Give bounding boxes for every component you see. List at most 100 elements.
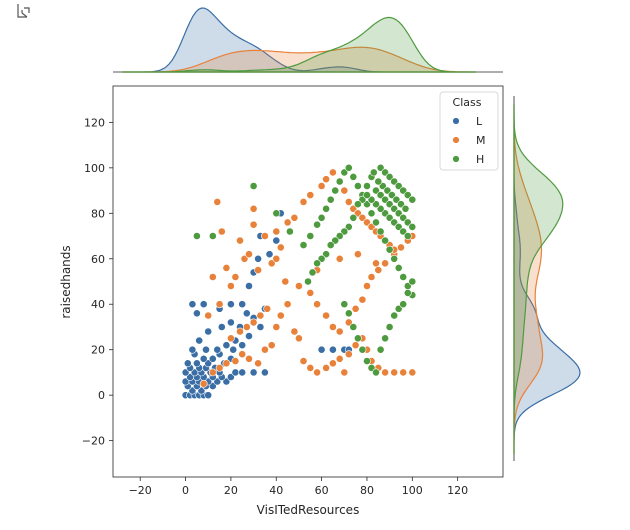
scatter-point-h xyxy=(326,195,335,204)
scatter-point-m xyxy=(299,357,308,365)
scatter-point-h xyxy=(385,245,394,254)
scatter-point-l xyxy=(249,368,258,377)
scatter-point-h xyxy=(394,263,403,272)
y-tick-label: 120 xyxy=(84,116,105,129)
scatter-point-m xyxy=(260,345,269,354)
scatter-point-l xyxy=(188,300,197,309)
y-tick-label: 60 xyxy=(91,253,105,266)
scatter-point-h xyxy=(340,300,349,309)
scatter-point-m xyxy=(231,273,240,281)
scatter-point-m xyxy=(372,259,380,268)
scatter-point-m xyxy=(299,197,308,206)
scatter-point-m xyxy=(236,327,244,336)
scatter-point-m xyxy=(213,197,222,206)
scatter-point-l xyxy=(238,368,247,377)
scatter-point-m xyxy=(283,218,292,227)
scatter-point-m xyxy=(344,197,353,206)
scatter-point-l xyxy=(183,359,192,368)
y-tick-label: 40 xyxy=(91,298,105,311)
y-axis-ticks: −20 0 20 40 60 80 100 120 xyxy=(82,116,113,448)
scatter-point-l xyxy=(204,327,213,336)
scatter-point-h xyxy=(353,200,362,209)
scatter-point-m xyxy=(397,243,405,252)
scatter-point-m xyxy=(358,213,367,222)
scatter-point-h xyxy=(344,163,353,172)
scatter-point-h xyxy=(399,273,408,281)
scatter-point-h xyxy=(399,213,408,222)
scatter-point-m xyxy=(204,311,213,320)
scatter-point-m xyxy=(408,368,417,377)
legend-entry-m: M xyxy=(476,134,486,147)
x-tick-label: 100 xyxy=(402,484,423,497)
scatter-point-l xyxy=(242,309,251,318)
scatter-point-m xyxy=(328,359,337,368)
scatter-point-h xyxy=(403,288,412,297)
scatter-point-h xyxy=(376,227,385,236)
x-tick-label: 0 xyxy=(182,484,189,497)
legend-marker-m xyxy=(452,136,460,144)
scatter-point-h xyxy=(385,323,394,331)
scatter-point-h xyxy=(349,323,358,331)
scatter-point-l xyxy=(208,354,217,363)
scatter-point-m xyxy=(254,359,262,368)
scatter-point-m xyxy=(276,311,285,320)
scatter-point-m xyxy=(226,334,235,343)
scatter-point-h xyxy=(331,186,340,195)
scatter-point-m xyxy=(281,277,290,286)
scatter-point-m xyxy=(344,350,353,359)
right-marginal-kde xyxy=(513,96,581,461)
scatter-point-h xyxy=(403,232,412,240)
scatter-point-l xyxy=(231,368,240,377)
scatter-point-m xyxy=(272,227,281,236)
scatter-point-l xyxy=(317,345,326,354)
scatter-point-h xyxy=(369,168,378,177)
scatter-point-m xyxy=(199,379,208,388)
scatter-point-m xyxy=(351,304,360,313)
scatter-point-h xyxy=(367,209,376,218)
legend-marker-l xyxy=(452,117,460,125)
scatter-point-m xyxy=(313,368,321,377)
scatter-point-h xyxy=(376,204,385,213)
scatter-point-h xyxy=(326,241,335,249)
x-tick-label: 20 xyxy=(224,484,238,497)
scatter-point-m xyxy=(294,282,303,290)
scatter-point-m xyxy=(256,311,265,320)
scatter-point-l xyxy=(192,309,201,318)
top-marginal-kde xyxy=(113,7,503,73)
scatter-point-h xyxy=(381,334,389,343)
scatter-point-l xyxy=(226,300,235,309)
scatter-point-l xyxy=(192,359,201,368)
scatter-point-m xyxy=(313,300,321,309)
scatter-point-m xyxy=(322,311,330,320)
scatter-point-m xyxy=(322,363,330,372)
scatter-point-m xyxy=(276,243,285,252)
scatter-point-m xyxy=(238,350,247,359)
scatter-point-l xyxy=(202,345,210,354)
y-tick-label: 100 xyxy=(84,162,105,175)
scatter-point-l xyxy=(199,300,208,309)
scatter-point-h xyxy=(322,204,330,213)
scatter-point-m xyxy=(306,288,315,297)
scatter-point-h xyxy=(408,277,417,286)
scatter-point-m xyxy=(283,300,292,309)
scatter-point-l xyxy=(217,323,226,331)
scatter-point-m xyxy=(335,354,344,363)
scatter-point-h xyxy=(344,309,353,318)
scatter-point-m xyxy=(306,363,315,372)
scatter-point-m xyxy=(267,341,276,350)
scatter-point-h xyxy=(376,345,385,354)
y-tick-label: 20 xyxy=(91,344,105,357)
scatter-point-h xyxy=(353,334,362,343)
scatter-point-h xyxy=(374,177,383,186)
scatter-point-m xyxy=(328,168,337,177)
scatter-point-h xyxy=(349,213,358,222)
scatter-point-l xyxy=(229,345,238,354)
scatter-point-m xyxy=(254,266,262,274)
scatter-point-h xyxy=(249,182,258,190)
output-arrow-icon xyxy=(17,4,30,18)
scatter-point-l xyxy=(195,336,204,345)
scatter-point-l xyxy=(256,323,265,331)
scatter-point-m xyxy=(363,282,371,290)
scatter-point-m xyxy=(215,300,224,309)
